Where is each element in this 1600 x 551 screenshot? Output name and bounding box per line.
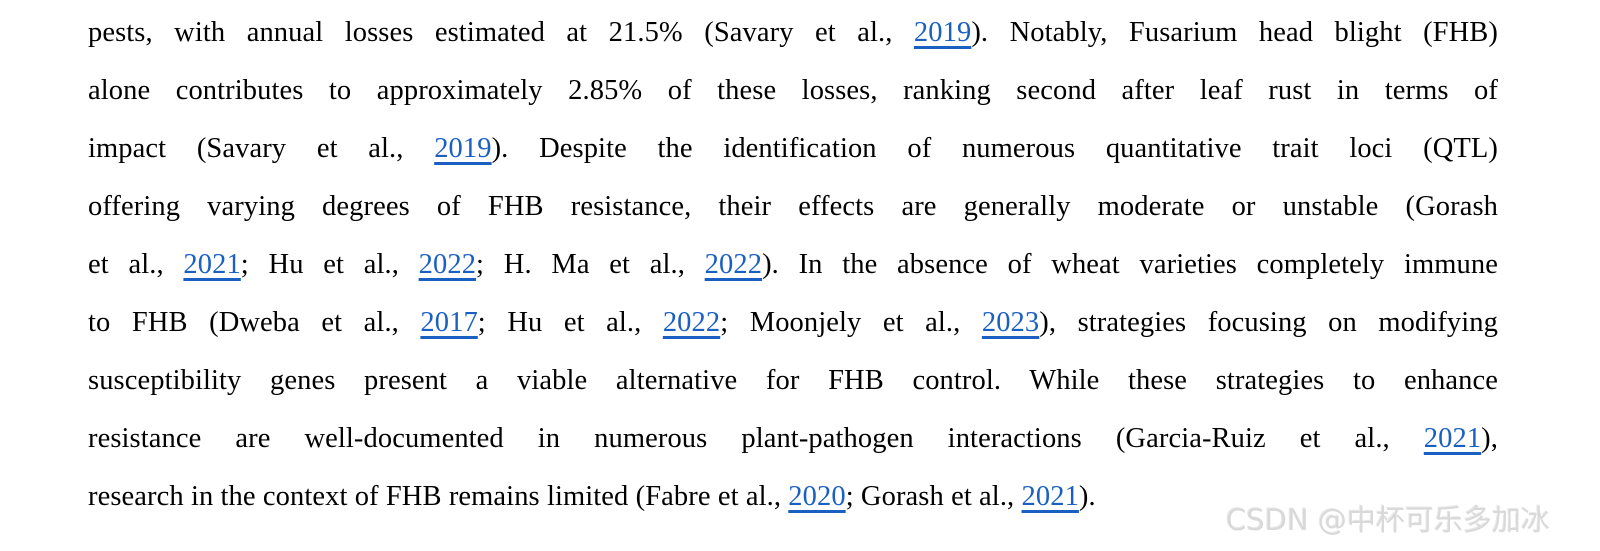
paragraph-text: ), strategies focusing on modifying — [1039, 307, 1498, 338]
paragraph-text: ). — [1078, 481, 1096, 512]
citation-year-link[interactable]: 2022 — [418, 249, 477, 280]
citation-year-link[interactable]: 2023 — [981, 307, 1040, 338]
paragraph-text: ), — [1481, 423, 1498, 454]
paragraph-line: susceptibility genes present a viable al… — [88, 352, 1498, 410]
paragraph-text: ). In the absence of wheat varieties com… — [762, 249, 1498, 280]
citation-year-link[interactable]: 2021 — [1423, 423, 1482, 454]
paragraph-text: susceptibility genes present a viable al… — [88, 365, 1498, 396]
citation-year-link[interactable]: 2019 — [434, 133, 492, 164]
paragraph-text: et al., — [88, 249, 184, 280]
paragraph-text: ). Despite the identification of numerou… — [491, 133, 1499, 164]
paragraph-line: alone contributes to approximately 2.85%… — [88, 62, 1498, 120]
paragraph-text: to FHB (Dweba et al., — [88, 307, 421, 338]
citation-year-link[interactable]: 2021 — [1021, 481, 1079, 512]
citation-year-link[interactable]: 2022 — [704, 249, 763, 280]
citation-year-link[interactable]: 2021 — [183, 249, 241, 280]
paragraph-text: ; Moonjely et al., — [720, 307, 982, 338]
paragraph-text: offering varying degrees of FHB resistan… — [88, 191, 1498, 222]
paragraph-text: resistance are well-documented in numero… — [88, 423, 1424, 454]
paragraph-text: impact (Savary et al., — [88, 133, 435, 164]
paragraph: pests, with annual losses estimated at 2… — [88, 4, 1498, 526]
paragraph-text: alone contributes to approximately 2.85%… — [88, 75, 1498, 106]
citation-year-link[interactable]: 2022 — [662, 307, 721, 338]
paragraph-text: pests, with annual losses estimated at 2… — [88, 17, 914, 48]
paragraph-line: pests, with annual losses estimated at 2… — [88, 4, 1498, 62]
paragraph-line: et al., 2021; Hu et al., 2022; H. Ma et … — [88, 236, 1498, 294]
paragraph-text: ; Hu et al., — [477, 307, 663, 338]
paragraph-text: ; H. Ma et al., — [476, 249, 705, 280]
paragraph-text: ; Hu et al., — [240, 249, 419, 280]
paragraph-text: research in the context of FHB remains l… — [88, 481, 789, 512]
citation-year-link[interactable]: 2017 — [420, 307, 478, 338]
paragraph-line: to FHB (Dweba et al., 2017; Hu et al., 2… — [88, 294, 1498, 352]
paragraph-line: resistance are well-documented in numero… — [88, 410, 1498, 468]
paragraph-line: impact (Savary et al., 2019). Despite th… — [88, 120, 1498, 178]
citation-year-link[interactable]: 2019 — [913, 17, 972, 48]
paragraph-text: ; Gorash et al., — [845, 481, 1022, 512]
paragraph-line: offering varying degrees of FHB resistan… — [88, 178, 1498, 236]
citation-year-link[interactable]: 2020 — [788, 481, 846, 512]
paragraph-line: research in the context of FHB remains l… — [88, 468, 1498, 526]
paragraph-text: ). Notably, Fusarium head blight (FHB) — [971, 17, 1498, 48]
